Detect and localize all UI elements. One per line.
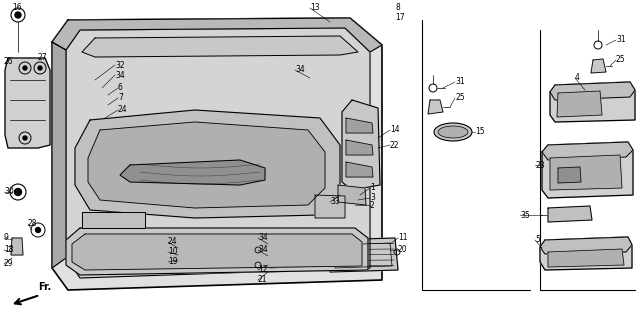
Polygon shape	[542, 142, 633, 198]
Ellipse shape	[434, 123, 472, 141]
Polygon shape	[82, 212, 145, 228]
Polygon shape	[338, 185, 366, 205]
Polygon shape	[52, 18, 382, 290]
Text: 18: 18	[4, 246, 13, 255]
Polygon shape	[540, 237, 632, 270]
Text: Fr.: Fr.	[38, 282, 51, 292]
Text: 20: 20	[398, 246, 408, 255]
Text: 33: 33	[330, 197, 340, 206]
Text: 7: 7	[118, 93, 123, 102]
Text: 34: 34	[115, 70, 125, 79]
Polygon shape	[557, 91, 602, 117]
Polygon shape	[558, 167, 581, 183]
Polygon shape	[52, 18, 382, 52]
Circle shape	[23, 136, 27, 140]
Text: 3: 3	[370, 194, 375, 203]
Polygon shape	[11, 238, 23, 255]
Polygon shape	[550, 155, 622, 190]
Polygon shape	[548, 206, 592, 222]
Polygon shape	[540, 237, 632, 254]
Text: 34: 34	[258, 234, 268, 242]
Text: 24: 24	[118, 106, 127, 115]
Circle shape	[15, 12, 21, 18]
Text: 9: 9	[4, 234, 9, 242]
Polygon shape	[548, 249, 624, 267]
Circle shape	[35, 227, 40, 233]
Polygon shape	[591, 59, 606, 73]
Text: 16: 16	[12, 4, 22, 12]
Polygon shape	[66, 228, 368, 275]
Polygon shape	[82, 36, 358, 57]
Polygon shape	[120, 160, 265, 185]
Polygon shape	[428, 100, 443, 114]
Text: 8: 8	[395, 4, 400, 12]
Polygon shape	[75, 110, 340, 218]
Text: 34: 34	[295, 65, 305, 75]
Polygon shape	[346, 162, 373, 177]
Polygon shape	[66, 28, 370, 278]
Text: 25: 25	[455, 93, 465, 102]
Polygon shape	[165, 245, 228, 272]
Polygon shape	[265, 241, 328, 272]
Text: 25: 25	[616, 56, 626, 64]
Text: 31: 31	[616, 35, 626, 44]
Polygon shape	[88, 122, 325, 208]
Text: 17: 17	[395, 13, 404, 23]
Polygon shape	[342, 100, 380, 190]
Text: 11: 11	[398, 234, 408, 242]
Circle shape	[23, 66, 27, 70]
Circle shape	[15, 189, 22, 196]
Text: 12: 12	[258, 265, 268, 275]
Text: 1: 1	[370, 183, 375, 192]
Polygon shape	[5, 58, 50, 148]
Text: 6: 6	[118, 84, 123, 93]
Text: 24: 24	[168, 238, 178, 247]
Text: 13: 13	[310, 4, 319, 12]
Text: 22: 22	[390, 140, 399, 150]
Text: 10: 10	[168, 248, 178, 256]
Text: 30: 30	[4, 188, 13, 197]
Text: 28: 28	[28, 219, 38, 228]
Polygon shape	[72, 234, 362, 270]
Polygon shape	[330, 238, 398, 272]
Polygon shape	[346, 140, 373, 155]
Text: 5: 5	[535, 235, 540, 244]
Text: 23: 23	[535, 160, 545, 169]
Text: 14: 14	[390, 125, 399, 135]
Text: 27: 27	[38, 53, 47, 62]
Text: 19: 19	[168, 257, 178, 266]
Text: 29: 29	[4, 259, 13, 269]
Text: 32: 32	[115, 61, 125, 70]
Text: 31: 31	[455, 78, 465, 86]
Polygon shape	[542, 142, 633, 160]
Text: 21: 21	[258, 276, 268, 285]
Polygon shape	[550, 82, 635, 122]
Polygon shape	[346, 118, 373, 133]
Text: 34: 34	[258, 246, 268, 255]
Polygon shape	[315, 195, 345, 218]
Ellipse shape	[438, 126, 468, 138]
Circle shape	[38, 66, 42, 70]
Text: 4: 4	[575, 73, 580, 83]
Text: 15: 15	[475, 128, 484, 137]
Polygon shape	[52, 42, 66, 268]
Text: 2: 2	[370, 201, 375, 210]
Text: 26: 26	[4, 57, 13, 66]
Polygon shape	[550, 82, 635, 100]
Text: 35: 35	[520, 211, 530, 219]
